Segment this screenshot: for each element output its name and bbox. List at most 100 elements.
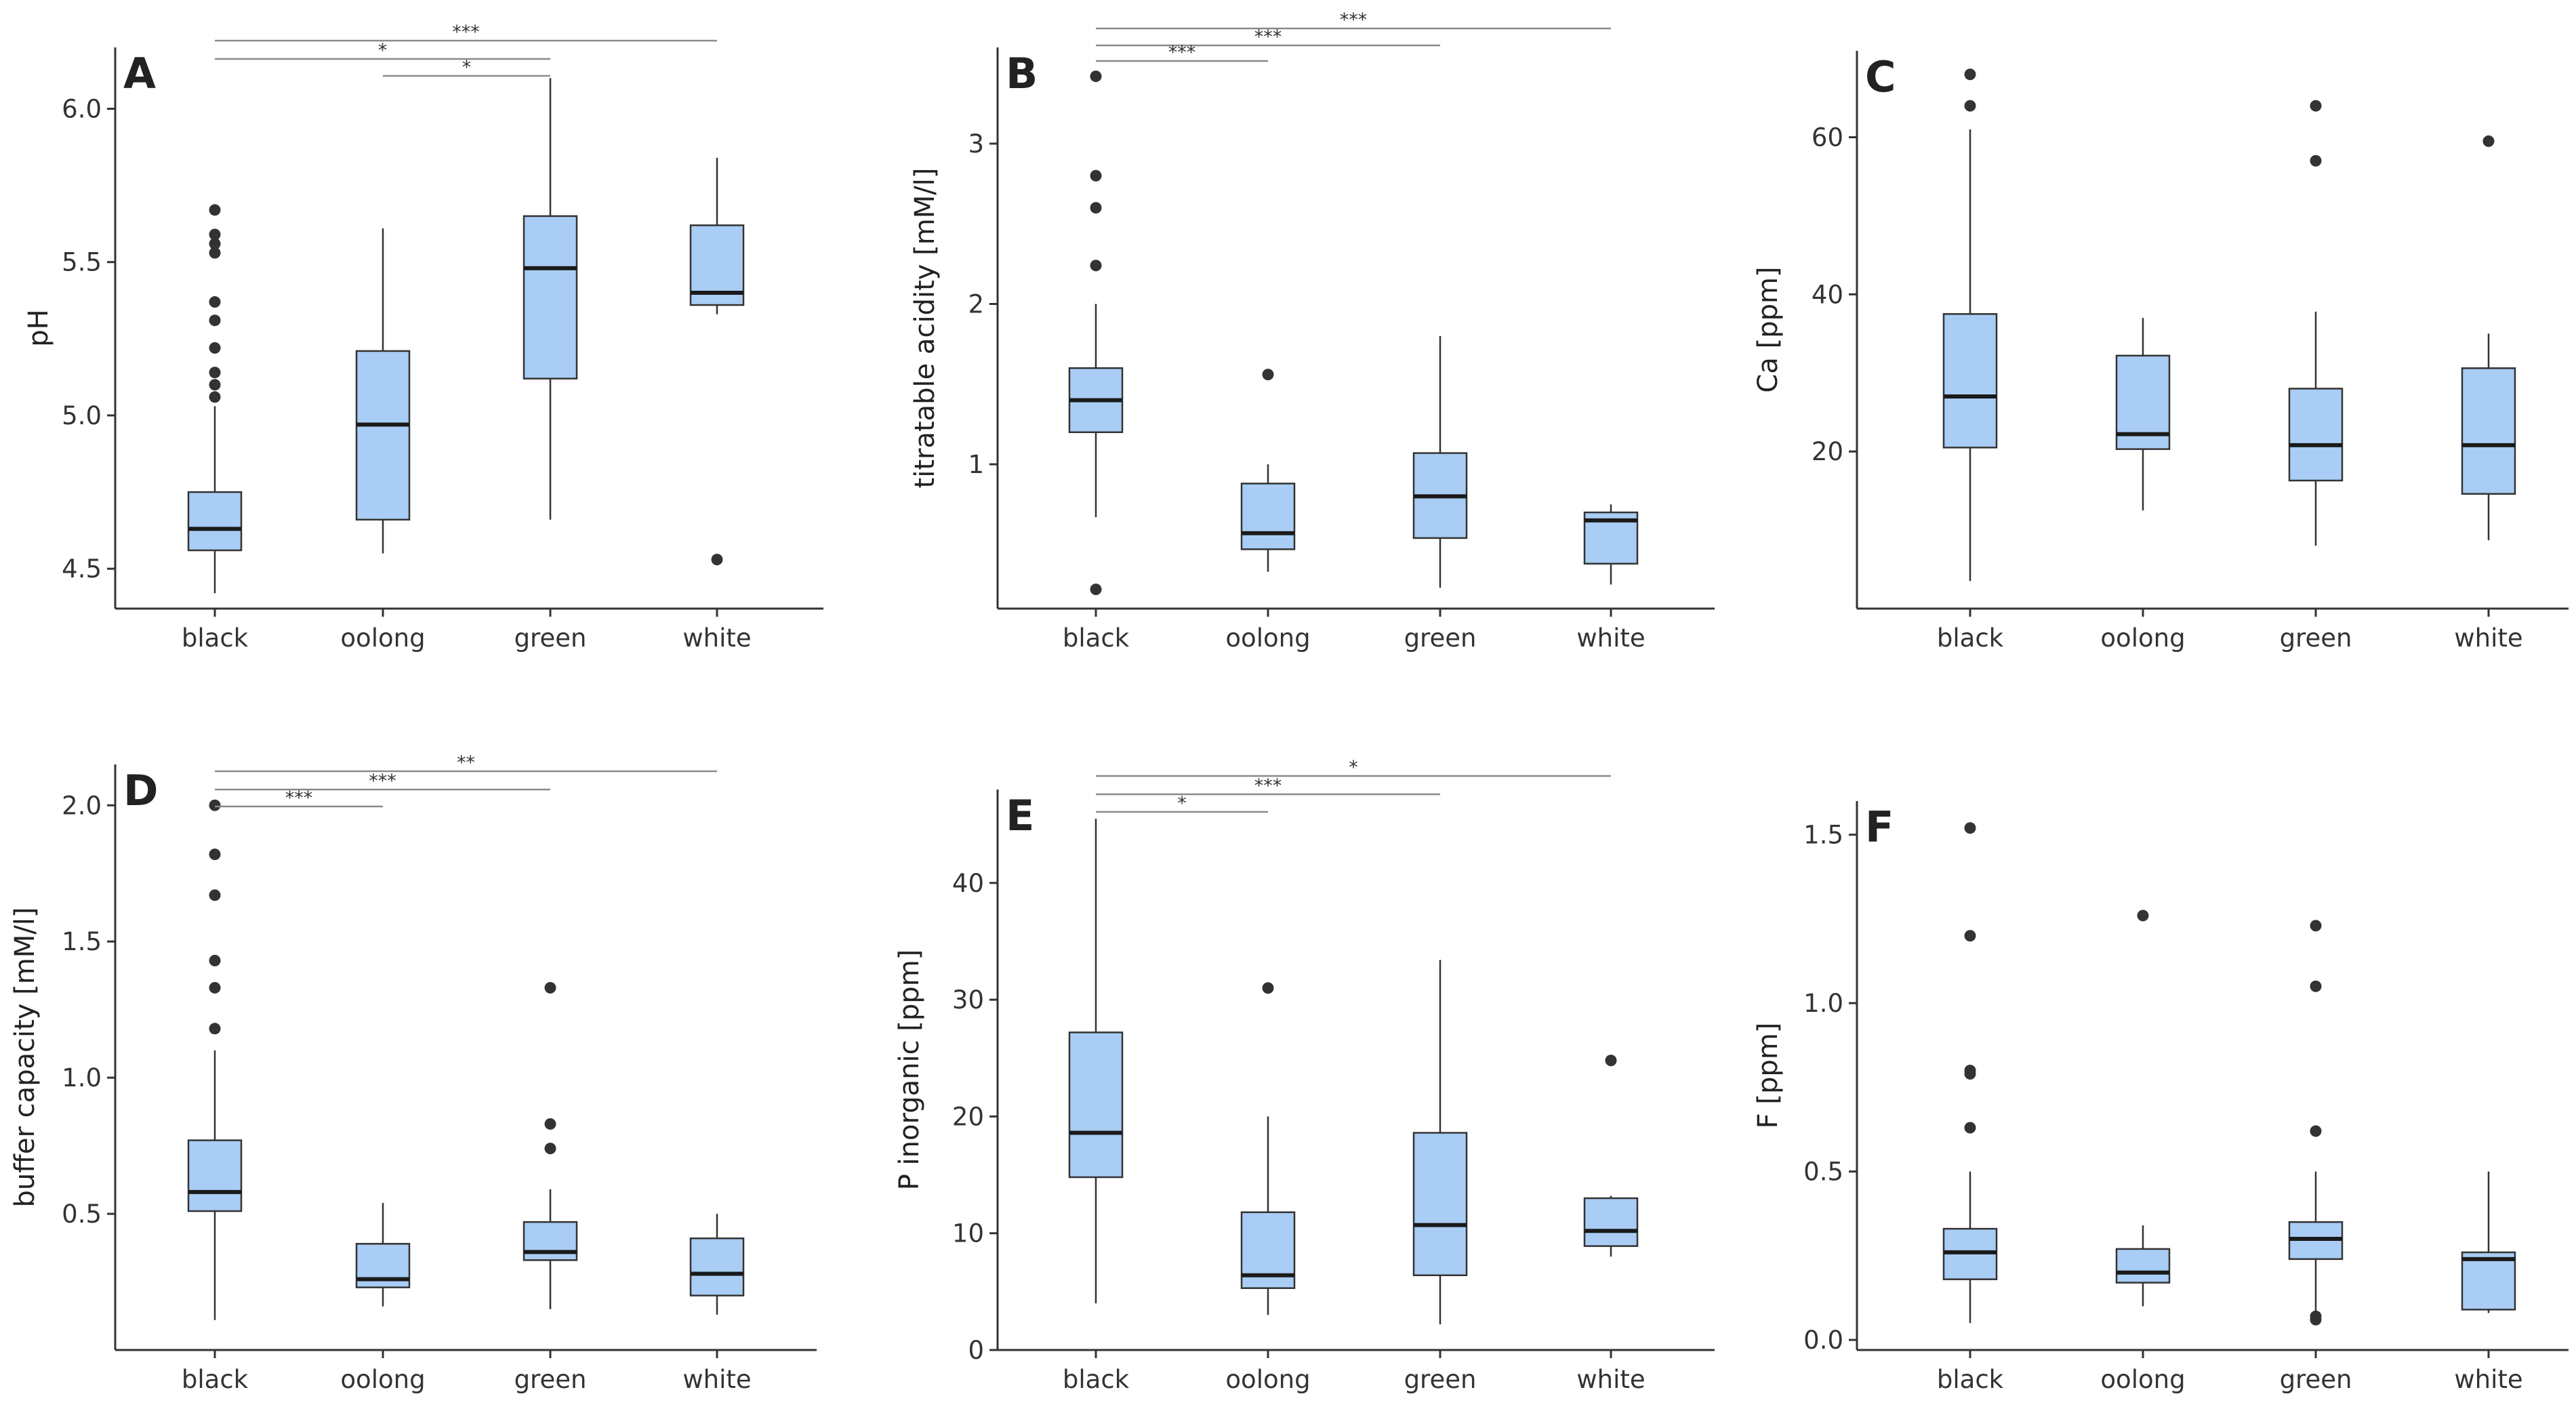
x-tick-label: black [182, 1365, 249, 1394]
x-tick-label: green [514, 623, 587, 653]
outlier-point [1964, 68, 1976, 81]
significance-label: * [1177, 793, 1187, 814]
outlier-point [1090, 260, 1102, 272]
y-tick-label: 0 [968, 1336, 984, 1365]
outlier-point [1964, 1065, 1976, 1077]
iqr-box [2461, 367, 2516, 495]
panel-label: B [1006, 49, 1038, 98]
x-tick-label: oolong [340, 623, 425, 653]
outlier-point [1964, 930, 1976, 942]
iqr-box [1068, 1031, 1124, 1179]
outlier-point [209, 342, 221, 354]
y-tick-label: 3 [968, 129, 984, 159]
panel-label: A [123, 49, 156, 98]
x-tick-label: green [1404, 1365, 1477, 1394]
iqr-box [2115, 1248, 2171, 1284]
outlier-point [209, 247, 221, 259]
iqr-box [1942, 313, 1998, 449]
panel-b: 1 2 3 black oolong green white titratable acidi… [909, 9, 1715, 653]
outlier-point [2310, 920, 2322, 932]
outlier-point [2482, 135, 2495, 147]
outlier-point [209, 204, 221, 216]
outlier-point [1090, 169, 1102, 182]
outlier-point [209, 238, 221, 250]
x-tick-label: green [2280, 623, 2352, 653]
box-white [689, 1214, 745, 1315]
y-tick-label: 1.0 [62, 1063, 102, 1092]
y-tick-label: 10 [952, 1219, 984, 1248]
significance-label: * [1349, 757, 1358, 778]
y-tick-label: 20 [952, 1102, 984, 1131]
box-oolong [1240, 369, 1296, 572]
outlier-point [544, 1143, 556, 1155]
x-tick-label: black [1063, 623, 1130, 653]
outlier-point [1090, 584, 1102, 596]
y-tick-label: 40 [952, 869, 984, 898]
y-tick-label: 20 [1812, 437, 1843, 466]
y-tick-label: 1.5 [1803, 821, 1843, 850]
outlier-point [209, 314, 221, 327]
outlier-point [209, 799, 221, 811]
significance-label: *** [1340, 9, 1368, 30]
significance-label: * [378, 40, 388, 61]
y-axis-title: buffer capacity [mM/l] [9, 907, 41, 1208]
outlier-point [209, 954, 221, 966]
iqr-box [689, 1237, 745, 1296]
box-black [1942, 822, 1998, 1324]
box-green [523, 982, 578, 1309]
outlier-point [1605, 1055, 1617, 1067]
significance-label: *** [285, 788, 313, 809]
x-tick-label: black [1937, 1365, 2004, 1394]
box-oolong [355, 228, 411, 554]
x-tick-label: oolong [1225, 1365, 1310, 1394]
outlier-point [1262, 369, 1274, 381]
x-tick-label: white [2454, 623, 2522, 653]
outlier-point [544, 982, 556, 994]
panel-e: 0 10 20 30 40 black oolong green white P inorgani… [894, 757, 1715, 1394]
box-black [187, 799, 243, 1320]
box-black [1942, 68, 1998, 581]
iqr-box [355, 350, 411, 521]
y-tick-label: 1 [968, 450, 984, 479]
y-tick-label: 60 [1812, 123, 1843, 152]
outlier-point [209, 296, 221, 308]
outlier-point [544, 1118, 556, 1130]
x-tick-label: white [682, 1365, 751, 1394]
panel-label: E [1006, 791, 1034, 840]
y-tick-label: 2 [968, 290, 984, 319]
x-tick-label: white [2454, 1365, 2522, 1394]
y-tick-label: 4.5 [62, 554, 102, 584]
y-axis-title: F [ppm] [1753, 1023, 1784, 1129]
outlier-point [209, 1023, 221, 1035]
outlier-point [1964, 100, 1976, 112]
iqr-box [2461, 1251, 2516, 1311]
outlier-point [1964, 822, 1976, 834]
outlier-point [711, 554, 723, 566]
iqr-box [1240, 483, 1296, 550]
iqr-box [2288, 388, 2344, 482]
iqr-box [187, 491, 243, 552]
box-white [2461, 1171, 2516, 1313]
box-green [2288, 100, 2344, 546]
outlier-point [209, 379, 221, 391]
x-tick-label: white [1576, 1365, 1645, 1394]
box-white [2461, 135, 2516, 541]
y-axis-title: titratable acidity [mM/l] [909, 168, 941, 489]
box-oolong [2115, 909, 2171, 1307]
outlier-point [209, 367, 221, 379]
y-tick-label: 5.5 [62, 248, 102, 277]
y-tick-label: 0.5 [1803, 1158, 1843, 1187]
iqr-box [523, 1221, 578, 1261]
y-axis-title: pH [23, 309, 54, 346]
outlier-point [209, 228, 221, 241]
y-tick-label: 1.5 [62, 927, 102, 956]
x-tick-label: oolong [340, 1365, 425, 1394]
x-tick-label: white [682, 623, 751, 653]
panel-f: 0.0 0.5 1.0 1.5 black oolong green white F [ppm]… [1753, 801, 2569, 1394]
significance-label: *** [1254, 775, 1282, 796]
significance-label: ** [457, 752, 475, 773]
outlier-point [1262, 982, 1274, 994]
outlier-point [209, 982, 221, 994]
y-tick-label: 5.0 [62, 401, 102, 430]
box-oolong [2115, 318, 2171, 511]
